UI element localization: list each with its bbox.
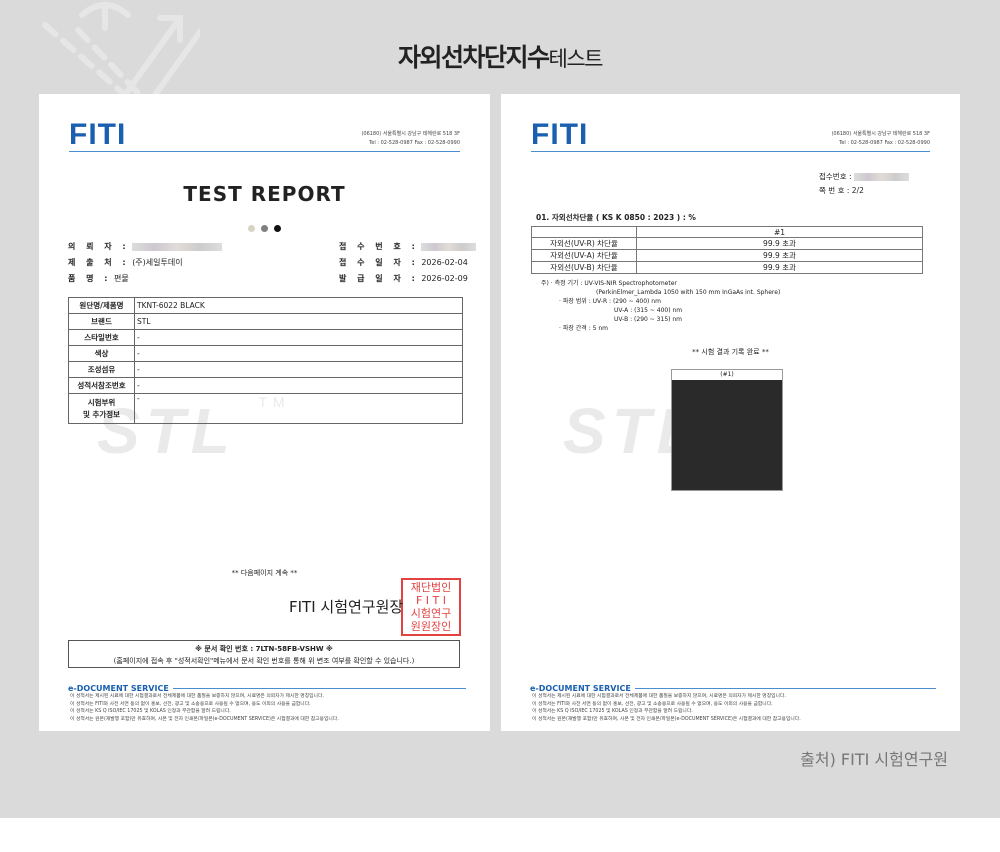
e-document-service: e-DOCUMENT SERVICE 이 성적서는 제시된 시료에 대한 시험결… [530,684,936,723]
completion-note: ** 시험 결과 기록 완료 ** [692,348,769,356]
table-row: 원단명/제품명 TKNT-6022 BLACK [68,297,463,314]
fields-right: 접 수 번 호 : 접 수 일 자 : 2026-02-04 발 급 일 자 :… [339,239,477,287]
uv-results-table: #1 자외선(UV-R) 차단율 99.9 초과 자외선(UV-A) 차단율 99.… [531,226,923,274]
table-header: #1 [531,226,923,238]
source-caption: 출처) FITI 시험연구원 [800,750,948,769]
table-row: 색상 - [68,345,463,362]
dots [39,217,490,236]
address: (06180) 서울특별시 강남구 테헤란로 518 3F Tel : 02-52… [831,131,930,146]
table-row: 자외선(UV-A) 차단율 99.9 초과 [531,249,923,262]
table-row: 자외선(UV-R) 차단율 99.9 초과 [531,237,923,250]
table-row: 브랜드 STL [68,313,463,330]
fields-left: 의 뢰 자 : 제 출 처 : (주)세일투데이 품 명 : 편물 [68,239,223,287]
receipt-info: 접수번호 : 쪽 번 호 : 2/2 [819,170,909,198]
e-document-service: e-DOCUMENT SERVICE 이 성적서는 제시된 시료에 대한 시험결… [68,684,466,723]
report-page-2: FITI (06180) 서울특별시 강남구 테헤란로 518 3F Tel : … [501,94,960,731]
report-page-1: FITI (06180) 서울특별시 강남구 테헤란로 518 3F Tel : … [39,94,490,731]
fiti-logo: FITI [69,118,127,151]
divider [69,151,460,152]
official-seal-stamp: 재단법인 F I T I 시험연구 원원장인 [401,578,461,636]
table-row: 자외선(UV-B) 차단율 99.9 초과 [531,261,923,274]
continued-note: ** 다음페이지 계속 ** [231,569,298,577]
signature: FITI 시험연구원장 [289,598,404,616]
fiti-logo: FITI [531,118,589,151]
report-heading: TEST REPORT [183,182,346,206]
fabric-sample-image: (#1) [671,369,783,491]
table-row: 시험부위 및 추가정보 - [68,393,463,424]
divider [531,151,930,152]
measurement-notes: 주) · 측정 기기 : UV-VIS-NIR Spectrophotomete… [541,280,781,332]
verification-box: ※ 문서 확인 번호 : 7LTN-58FB-VSHW ※ (홈페이지에 접속 후… [68,640,460,668]
address: (06180) 서울특별시 강남구 테헤란로 518 3F Tel : 02-52… [361,131,460,146]
table-row: 성적서참조번호 - [68,377,463,394]
section-title: 01. 자외선차단율 ( KS K 0850 : 2023 ) : % [536,213,696,222]
table-row: 스타일번호 - [68,329,463,346]
product-table: 원단명/제품명 TKNT-6022 BLACK 브랜드 STL 스타일번호 - 색상 -… [68,297,463,424]
sun-arrows-decoration-icon [42,2,200,95]
table-row: 조성섬유 - [68,361,463,378]
page-title: 자외선차단지수테스트 [398,43,603,72]
